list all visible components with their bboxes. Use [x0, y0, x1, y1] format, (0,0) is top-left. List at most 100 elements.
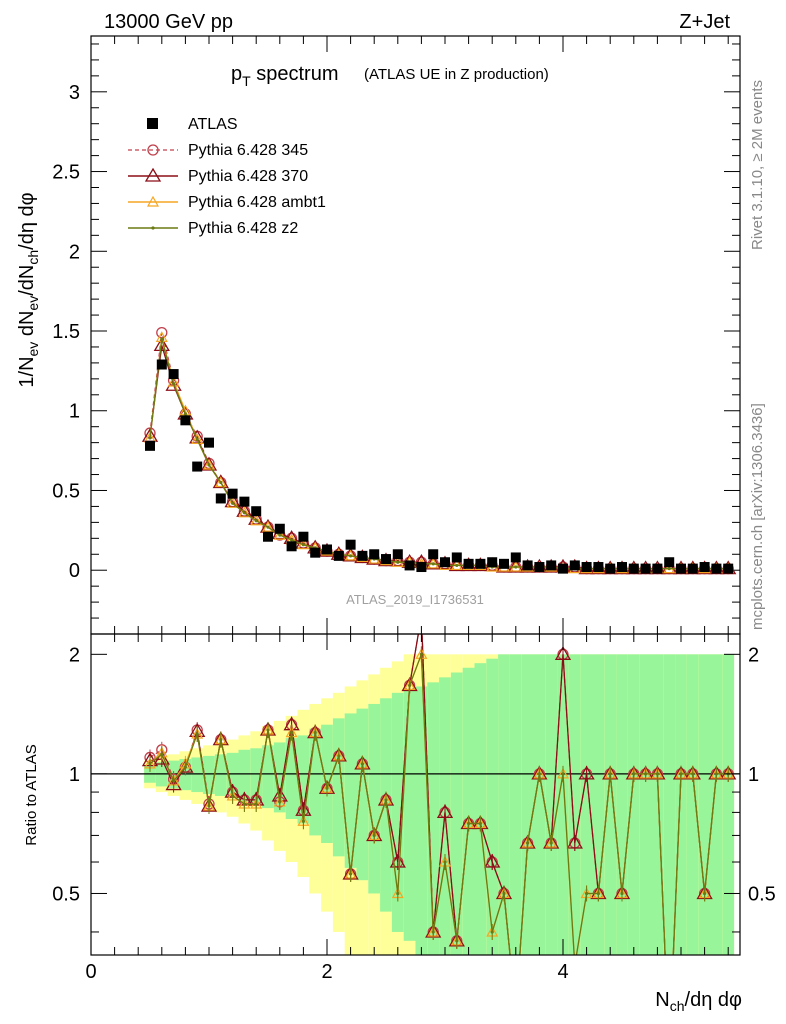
- ratio-band-inner: [332, 718, 345, 857]
- ratio-y-tick-label-right: 2: [748, 644, 759, 666]
- main-marker-ambt1: [273, 528, 286, 540]
- main-panel: 0 0.5 1 1.5 2 2.5 3 ATLAS_2019_I1736531 pT spe…: [16, 35, 741, 635]
- ratio-marker-z2: [455, 939, 459, 943]
- main-marker-p370: [425, 555, 442, 570]
- main-marker-ambt1: [238, 506, 251, 518]
- legend-entry-atlas: ATLAS: [147, 116, 238, 133]
- data-point-atlas: [428, 549, 439, 560]
- main-marker-ambt1: [226, 497, 239, 508]
- ratio-marker-z2: [431, 930, 435, 934]
- main-marker-z2: [290, 538, 294, 542]
- ratio-y-tick-label-right: 0.5: [748, 883, 776, 905]
- data-point-atlas: [227, 488, 238, 499]
- legend-marker-z2: [151, 226, 155, 230]
- ratio-band-inner: [521, 654, 534, 955]
- main-y-tick-label: 1.5: [52, 321, 80, 343]
- ratio-band-inner: [675, 654, 687, 955]
- data-point-atlas: [546, 560, 557, 571]
- ratio-uncertainty-bands: [144, 654, 735, 955]
- data-point-atlas: [381, 554, 391, 565]
- legend-entry-ambt1: Pythia 6.428 ambt1: [128, 194, 326, 211]
- ratio-marker-z2: [490, 930, 494, 934]
- main-marker-z2: [183, 412, 187, 416]
- main-marker-ambt1: [191, 433, 204, 445]
- ratio-band-inner: [545, 654, 558, 955]
- ratio-band-inner: [651, 654, 664, 955]
- ratio-marker-z2: [549, 841, 553, 845]
- ratio-band-inner: [557, 654, 569, 955]
- main-line-p345: [149, 332, 729, 570]
- ratio-marker-z2: [384, 798, 388, 802]
- ratio-frame: [90, 633, 741, 956]
- ratio-marker-z2: [313, 731, 317, 735]
- main-marker-z2: [301, 543, 305, 547]
- ratio-marker-z2: [195, 732, 199, 736]
- data-point-atlas: [711, 563, 722, 574]
- ratio-band-inner: [686, 654, 699, 955]
- data-point-atlas: [322, 544, 332, 555]
- data-point-atlas: [487, 557, 498, 568]
- main-marker-z2: [455, 563, 459, 568]
- data-point-atlas: [180, 415, 191, 426]
- ratio-marker-z2: [502, 891, 506, 896]
- ratio-marker-z2: [242, 802, 246, 806]
- main-marker-ambt1: [202, 458, 216, 470]
- data-point-atlas: [451, 552, 462, 563]
- ratio-band-inner: [238, 749, 251, 802]
- ratio-marker-z2: [290, 731, 294, 735]
- ratio-marker-z2: [561, 772, 565, 776]
- ratio-marker-z2: [467, 821, 471, 826]
- ratio-y-tick-label: 1: [69, 764, 80, 786]
- ratio-band-inner: [474, 663, 487, 955]
- ratio-marker-z2: [655, 772, 660, 776]
- ratio-marker-z2: [301, 819, 305, 823]
- ratio-marker-z2: [207, 804, 211, 808]
- ratio-band-inner: [450, 672, 463, 955]
- data-point-atlas: [723, 563, 734, 574]
- ratio-band-inner: [427, 682, 440, 955]
- main-y-tick-label: 2.5: [52, 162, 80, 184]
- main-y-tick-label: 3: [69, 82, 80, 104]
- main-marker-z2: [514, 565, 518, 569]
- ratio-y-axis-label: Ratio to ATLAS: [23, 744, 40, 845]
- ratio-marker-z2: [537, 772, 542, 776]
- ratio-band-inner: [509, 654, 522, 955]
- ratio-band-inner: [415, 686, 428, 955]
- main-axis-ticks: 0 0.5 1 1.5 2 2.5 3: [52, 36, 740, 634]
- ratio-band-inner: [462, 667, 475, 955]
- data-point-atlas: [274, 523, 285, 534]
- data-point-atlas: [628, 563, 639, 574]
- ratio-band-inner: [722, 654, 735, 955]
- ratio-band-inner: [627, 654, 640, 955]
- legend: ATLAS Pythia 6.428 345 Pythia 6.428 370 …: [128, 116, 326, 237]
- data-point-atlas: [369, 549, 380, 560]
- ratio-marker-z2: [478, 821, 482, 826]
- data-point-atlas: [640, 563, 651, 574]
- data-point-atlas: [215, 493, 226, 504]
- mcplots-reference-label: mcplots.cern.ch [arXiv:1306.3436]: [749, 403, 766, 630]
- data-point-atlas: [145, 440, 155, 451]
- data-point-atlas: [251, 506, 262, 517]
- data-point-atlas: [263, 531, 273, 542]
- main-marker-p370: [200, 456, 218, 471]
- ratio-band-inner: [639, 654, 652, 955]
- ratio-marker-z2: [408, 683, 412, 688]
- x-tick-label: 0: [85, 961, 96, 983]
- ratio-panel: 0.5 0.5 1 1 2 2 0 2 4 Ratio to ATLAS Nch/dη dφ: [23, 633, 776, 1014]
- ratio-marker-p370: [484, 853, 501, 868]
- ratio-line-z2: [149, 654, 729, 955]
- ratio-marker-z2: [325, 786, 329, 790]
- analysis-watermark: ATLAS_2019_I1736531: [346, 592, 484, 607]
- data-point-atlas: [699, 562, 710, 573]
- ratio-marker-p370: [578, 765, 595, 780]
- data-point-atlas: [156, 359, 167, 370]
- legend-label-345: Pythia 6.428 345: [188, 142, 308, 159]
- main-marker-z2: [207, 463, 211, 467]
- data-point-atlas: [239, 496, 250, 507]
- data-point-atlas: [416, 562, 427, 573]
- ratio-band-inner: [391, 692, 404, 932]
- ratio-band-inner: [663, 654, 676, 955]
- ratio-band-inner: [262, 745, 274, 809]
- ratio-marker-p370: [165, 776, 182, 791]
- ratio-marker-p370: [436, 804, 454, 819]
